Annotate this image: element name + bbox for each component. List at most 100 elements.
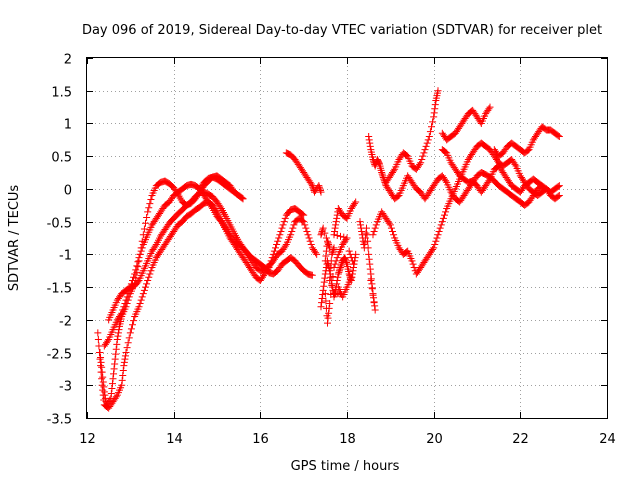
data-point bbox=[365, 133, 373, 141]
data-point bbox=[322, 234, 330, 242]
data-point bbox=[486, 103, 494, 111]
data-point bbox=[119, 367, 127, 375]
data-point bbox=[290, 221, 298, 229]
data-point bbox=[143, 214, 151, 222]
data-point bbox=[363, 231, 371, 239]
data-point bbox=[312, 249, 320, 257]
data-point bbox=[485, 105, 493, 113]
data-point bbox=[370, 299, 378, 307]
data-point bbox=[112, 393, 120, 401]
data-point bbox=[430, 109, 438, 117]
data-point bbox=[113, 335, 121, 343]
data-point bbox=[328, 281, 336, 289]
data-point bbox=[315, 183, 323, 191]
data-point bbox=[434, 87, 442, 95]
data-point bbox=[334, 273, 342, 281]
data-point bbox=[333, 280, 341, 288]
data-point bbox=[511, 160, 519, 168]
data-point bbox=[347, 275, 355, 283]
data-point bbox=[98, 368, 106, 376]
data-point bbox=[110, 365, 118, 373]
data-point bbox=[439, 214, 447, 222]
data-point bbox=[304, 231, 312, 239]
data-point bbox=[389, 227, 396, 235]
data-point bbox=[323, 260, 331, 268]
data-point bbox=[325, 241, 333, 249]
data-point bbox=[308, 271, 316, 279]
data-point bbox=[113, 340, 121, 348]
data-point bbox=[368, 284, 376, 292]
data-point bbox=[430, 244, 438, 252]
data-point bbox=[365, 250, 373, 258]
y-tick-label: -3 bbox=[59, 380, 72, 395]
data-point bbox=[272, 244, 279, 252]
y-tick-label: -2 bbox=[59, 315, 72, 330]
data-point bbox=[151, 242, 159, 250]
data-point bbox=[379, 172, 387, 180]
x-tick-label: 20 bbox=[426, 432, 443, 447]
data-point bbox=[325, 309, 333, 317]
data-point bbox=[308, 182, 316, 190]
data-point bbox=[321, 290, 329, 298]
data-point bbox=[306, 237, 314, 245]
data-point bbox=[425, 133, 433, 141]
data-point bbox=[143, 280, 151, 288]
data-point bbox=[267, 257, 275, 265]
data-point bbox=[318, 295, 326, 303]
data-point bbox=[342, 259, 350, 267]
data-point bbox=[318, 229, 326, 237]
data-point bbox=[424, 136, 432, 144]
data-point bbox=[372, 221, 380, 229]
data-point bbox=[333, 214, 341, 222]
data-point bbox=[98, 363, 106, 371]
data-point bbox=[337, 232, 344, 240]
chart-title: Day 096 of 2019, Sidereal Day-to-day VTE… bbox=[82, 23, 602, 38]
data-point bbox=[441, 211, 448, 219]
data-point bbox=[333, 254, 341, 262]
data-point bbox=[287, 231, 295, 239]
data-point bbox=[367, 277, 375, 285]
data-point bbox=[366, 260, 374, 268]
data-point bbox=[422, 142, 430, 150]
data-point bbox=[321, 274, 329, 282]
data-point bbox=[342, 257, 350, 265]
data-point bbox=[332, 218, 340, 226]
data-point bbox=[371, 224, 379, 232]
data-point bbox=[331, 260, 339, 268]
data-point bbox=[325, 304, 333, 312]
data-point bbox=[130, 317, 138, 325]
data-point bbox=[537, 181, 545, 189]
data-point bbox=[331, 224, 339, 232]
data-point bbox=[347, 273, 355, 281]
data-point bbox=[104, 337, 112, 345]
data-point bbox=[431, 101, 439, 109]
data-point bbox=[268, 254, 276, 262]
data-point bbox=[110, 370, 118, 378]
data-point bbox=[329, 247, 337, 255]
data-point bbox=[114, 332, 122, 340]
data-point bbox=[321, 257, 329, 265]
data-point bbox=[322, 247, 330, 255]
data-point bbox=[98, 375, 106, 383]
data-point bbox=[120, 358, 128, 366]
data-point bbox=[266, 260, 274, 268]
data-point bbox=[317, 188, 325, 196]
data-point bbox=[118, 309, 126, 317]
data-point bbox=[324, 239, 332, 247]
data-point bbox=[135, 254, 143, 262]
data-point bbox=[216, 203, 224, 211]
data-point bbox=[99, 386, 107, 394]
data-point bbox=[555, 191, 563, 199]
data-point bbox=[322, 252, 330, 260]
data-point bbox=[368, 285, 376, 293]
data-point bbox=[343, 234, 351, 242]
data-point bbox=[269, 250, 277, 258]
data-point bbox=[97, 358, 105, 366]
data-point bbox=[365, 136, 373, 144]
data-point bbox=[351, 200, 359, 208]
y-tick-label: 1 bbox=[64, 118, 72, 133]
data-point bbox=[123, 293, 131, 301]
data-point bbox=[370, 227, 378, 235]
y-tick-label: 2 bbox=[64, 53, 72, 68]
data-point bbox=[432, 237, 440, 245]
